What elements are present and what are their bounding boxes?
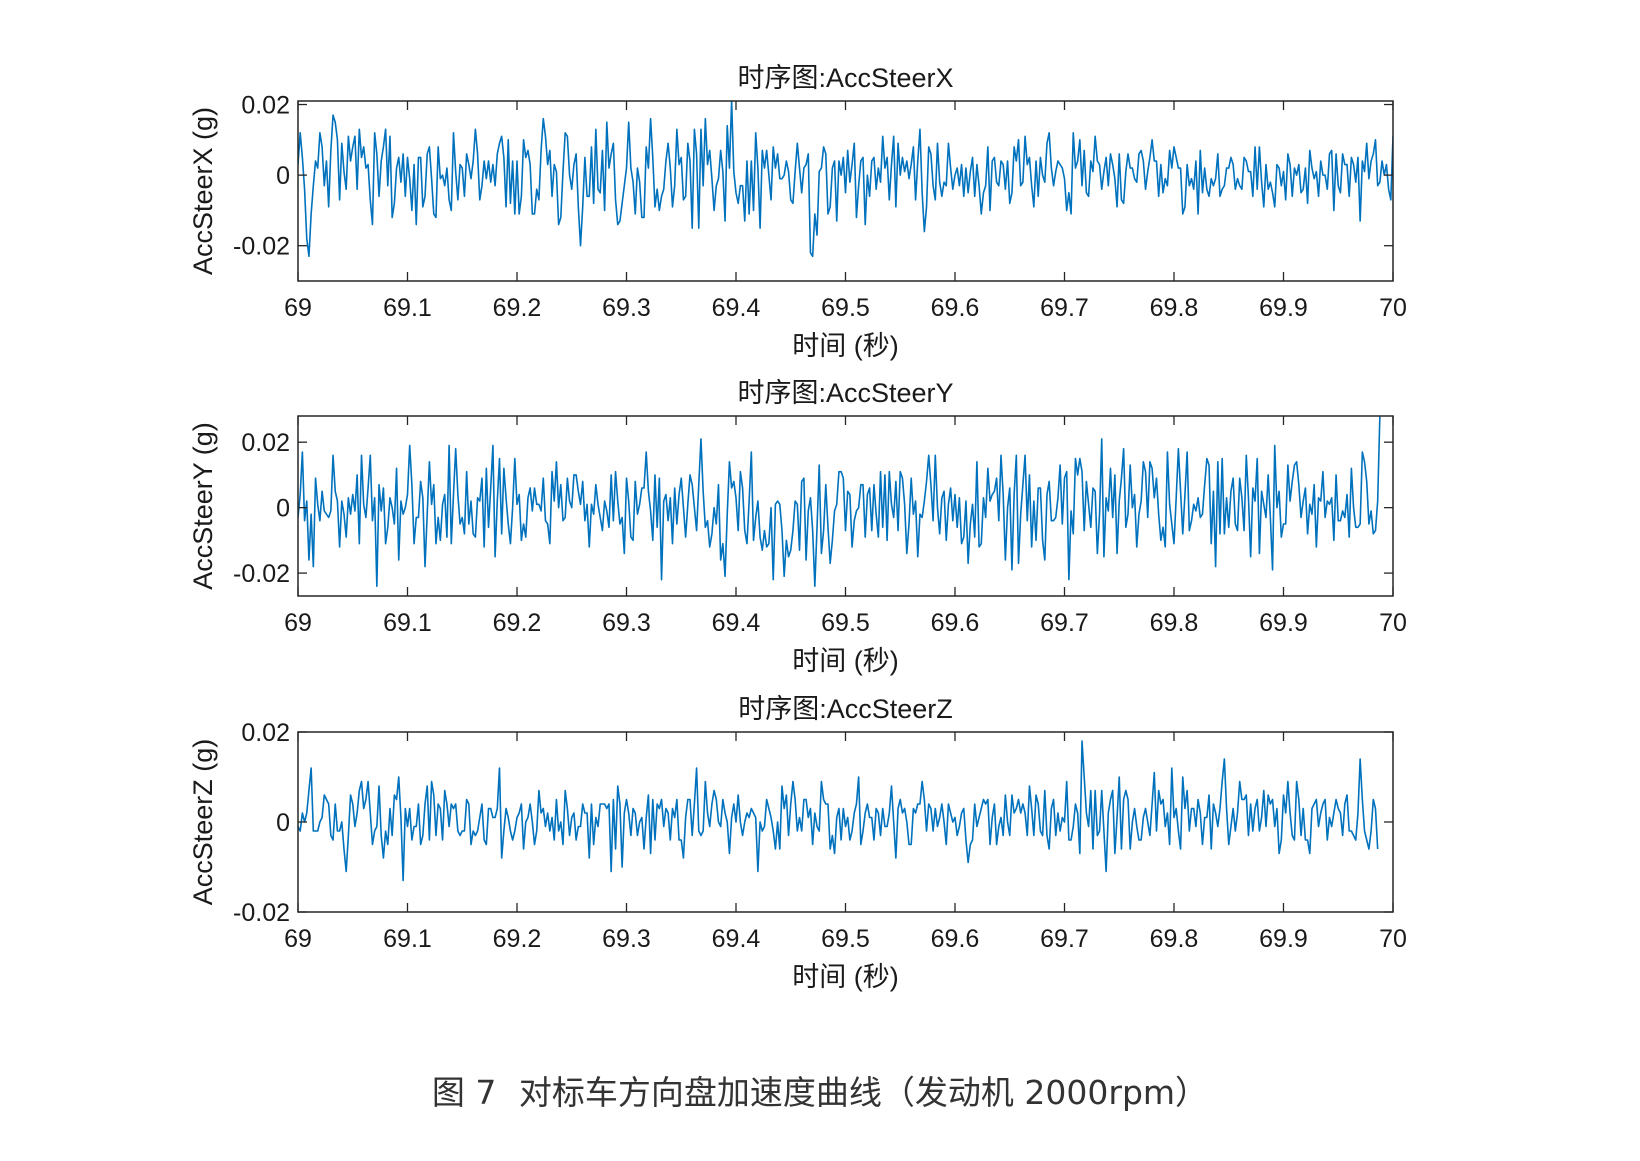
x-tick-label: 69.3 xyxy=(602,294,651,322)
y-axis-label: AccSteerX (g) xyxy=(188,107,218,275)
x-tick-label: 69.8 xyxy=(1150,609,1199,637)
x-tick-label: 69.9 xyxy=(1259,294,1308,322)
x-tick-label: 69.4 xyxy=(712,294,761,322)
x-axis-label: 时间 (秒) xyxy=(792,962,898,992)
x-tick-label: 69.4 xyxy=(712,609,761,637)
chart-panel-2: 69 69.1 69.2 69.3 69.4 69.5 69.6 69.7 69.8 69.9 70… xyxy=(188,378,1407,676)
x-tick-label: 69.1 xyxy=(383,925,432,953)
x-axis-label: 时间 (秒) xyxy=(792,646,898,676)
x-tick-label: 69.9 xyxy=(1259,609,1308,637)
chart-panel-3: 69 69.1 69.2 69.3 69.4 69.5 69.6 69.7 69.8 69.9 70… xyxy=(188,694,1407,992)
x-tick-label: 69 xyxy=(284,925,312,953)
chart-panel-1: 69 69.1 69.2 69.3 69.4 69.5 69.6 69.7 69.8 69.9 70… xyxy=(188,63,1407,361)
y-tick-label: -0.02 xyxy=(233,560,290,588)
x-tick-label: 69.2 xyxy=(493,294,542,322)
y-tick-label: 0 xyxy=(276,809,290,837)
x-tick-label: 70 xyxy=(1379,925,1407,953)
x-tick-label: 69.6 xyxy=(931,294,980,322)
x-tick-label: 69.1 xyxy=(383,609,432,637)
x-tick-label: 69.3 xyxy=(602,925,651,953)
x-tick-label: 69.2 xyxy=(493,925,542,953)
x-tick-label: 69.5 xyxy=(821,925,870,953)
y-tick-label: 0 xyxy=(276,162,290,190)
x-tick-label: 69.7 xyxy=(1040,609,1089,637)
x-tick-label: 69.2 xyxy=(493,609,542,637)
y-axis-label: AccSteerY (g) xyxy=(188,422,218,590)
y-tick-label: 0.02 xyxy=(241,429,290,457)
y-tick-label: 0.02 xyxy=(241,719,290,747)
x-tick-label: 69.8 xyxy=(1150,294,1199,322)
x-axis-label: 时间 (秒) xyxy=(792,331,898,361)
x-tick-label: 69.5 xyxy=(821,294,870,322)
y-axis-label: AccSteerZ (g) xyxy=(188,739,218,906)
y-tick-label: 0.02 xyxy=(241,92,290,120)
y-tick-label: -0.02 xyxy=(233,233,290,261)
x-tick-label: 69 xyxy=(284,294,312,322)
series-line xyxy=(298,101,1393,258)
x-tick-label: 70 xyxy=(1379,609,1407,637)
chart-title: 时序图:AccSteerY xyxy=(737,378,953,408)
chart-title: 时序图:AccSteerZ xyxy=(738,694,953,724)
figure-caption: 图 7 对标车方向盘加速度曲线（发动机 2000rpm） xyxy=(0,1066,1640,1114)
x-tick-label: 69.5 xyxy=(821,609,870,637)
x-tick-label: 69.7 xyxy=(1040,925,1089,953)
y-tick-label: 0 xyxy=(276,495,290,523)
axes-box xyxy=(297,415,1394,597)
y-tick-label: -0.02 xyxy=(233,899,290,927)
x-tick-label: 69.8 xyxy=(1150,925,1199,953)
figure-caption-text: 对标车方向盘加速度曲线（发动机 2000rpm） xyxy=(518,1073,1209,1112)
x-tick-label: 69.1 xyxy=(383,294,432,322)
x-tick-label: 69 xyxy=(284,609,312,637)
x-tick-label: 70 xyxy=(1379,294,1407,322)
x-tick-label: 69.3 xyxy=(602,609,651,637)
figure-caption-label: 图 7 xyxy=(431,1073,497,1112)
x-tick-label: 69.4 xyxy=(712,925,761,953)
x-tick-label: 69.6 xyxy=(931,609,980,637)
series-line xyxy=(298,740,1379,882)
series-line xyxy=(298,416,1381,587)
x-tick-label: 69.7 xyxy=(1040,294,1089,322)
chart-title: 时序图:AccSteerX xyxy=(737,63,953,93)
x-tick-label: 69.6 xyxy=(931,925,980,953)
x-tick-label: 69.9 xyxy=(1259,925,1308,953)
